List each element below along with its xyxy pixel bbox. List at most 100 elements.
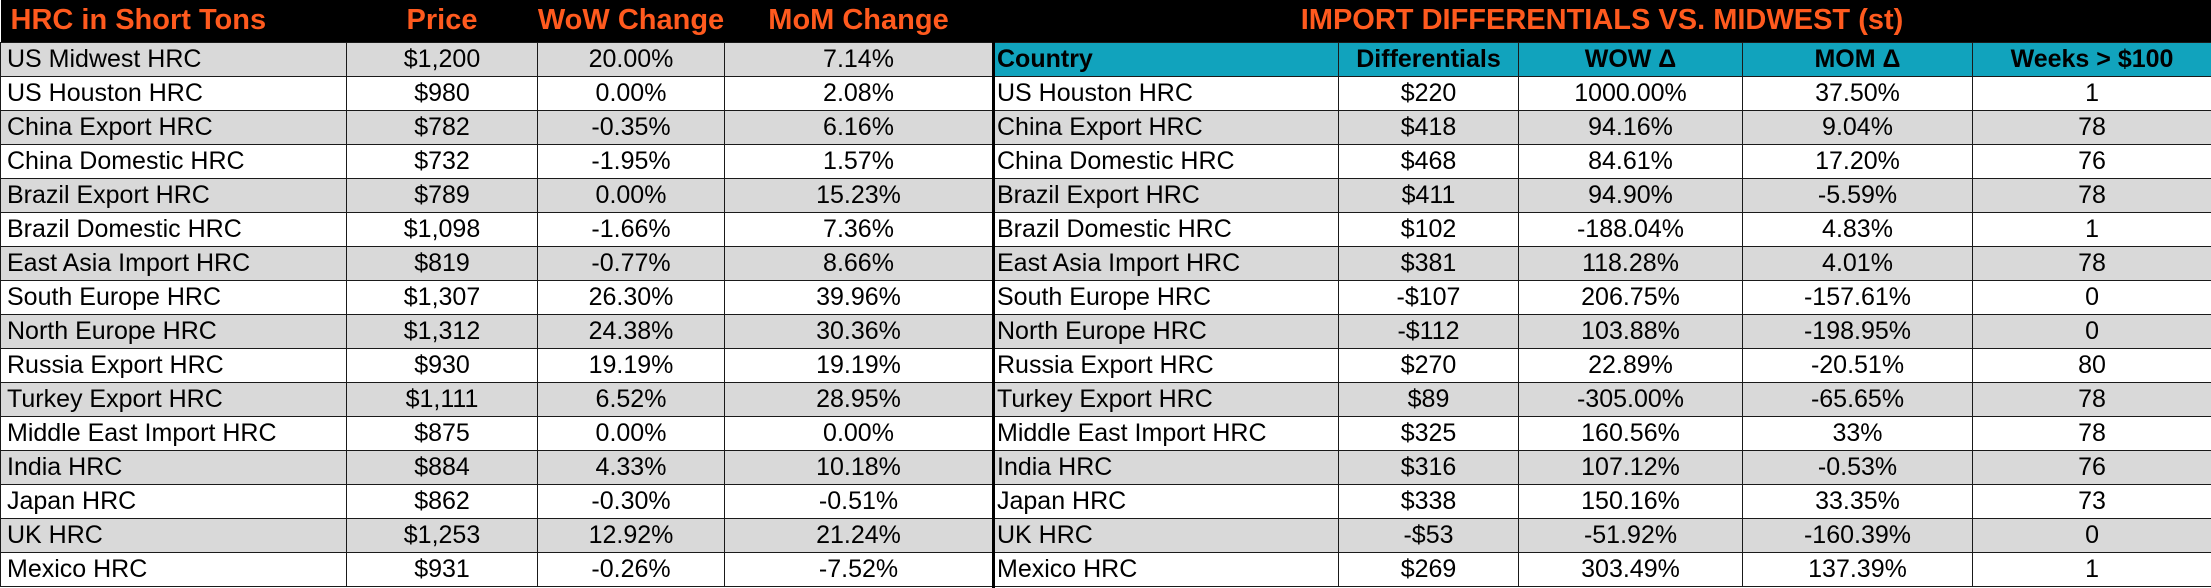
differential-cell: $468 <box>1338 143 1519 179</box>
wow-delta-cell: 22.89% <box>1518 347 1743 383</box>
price-cell: $782 <box>346 109 538 145</box>
table-row: East Asia Import HRC $381 118.28% 4.01% 78 <box>992 245 2211 281</box>
table-row: Brazil Domestic HRC $102 -188.04% 4.83% 1 <box>992 211 2211 247</box>
differentials-table-body: US Houston HRC $220 1000.00% 37.50% 1 China E… <box>992 75 2211 587</box>
mom-change-cell: 6.16% <box>724 109 993 145</box>
price-cell: $884 <box>346 449 538 485</box>
price-cell: $931 <box>346 551 538 587</box>
differentials-title-row: IMPORT DIFFERENTIALS VS. MIDWEST (st) <box>992 0 2211 42</box>
mom-delta-cell: 4.83% <box>1742 211 1973 247</box>
table-row: Brazil Export HRC $411 94.90% -5.59% 78 <box>992 177 2211 213</box>
wow-change-cell: 26.30% <box>537 279 725 315</box>
price-cell: $1,200 <box>346 41 538 77</box>
weeks-over-100-cell: 0 <box>1971 313 2211 349</box>
weeks-over-100-cell: 78 <box>1971 109 2211 145</box>
country-cell: India HRC <box>992 449 1339 485</box>
differential-cell: $325 <box>1338 415 1519 451</box>
mom-change-cell: -7.52% <box>724 551 993 587</box>
wow-delta-cell: 303.49% <box>1518 551 1743 587</box>
table-row: US Houston HRC $220 1000.00% 37.50% 1 <box>992 75 2211 111</box>
hrc-table-body: US Midwest HRC $1,200 20.00% 7.14% US Housto… <box>0 41 993 587</box>
price-cell: $732 <box>346 143 538 179</box>
differential-cell: $89 <box>1338 381 1519 417</box>
differentials-header-row: Country Differentials WOW Δ MOM Δ Weeks … <box>992 41 2211 77</box>
column-header-wow-delta: WOW Δ <box>1518 41 1743 77</box>
wow-delta-cell: 150.16% <box>1518 483 1743 519</box>
price-cell: $789 <box>346 177 538 213</box>
wow-delta-cell: -51.92% <box>1518 517 1743 553</box>
table-row: Russia Export HRC $270 22.89% -20.51% 80 <box>992 347 2211 383</box>
wow-change-cell: 24.38% <box>537 313 725 349</box>
mom-delta-cell: -198.95% <box>1742 313 1973 349</box>
price-cell: $980 <box>346 75 538 111</box>
wow-delta-cell: 84.61% <box>1518 143 1743 179</box>
table-row: North Europe HRC -$112 103.88% -198.95% 0 <box>992 313 2211 349</box>
wow-change-cell: -0.77% <box>537 245 725 281</box>
product-name-cell: India HRC <box>0 449 347 485</box>
product-name-cell: Turkey Export HRC <box>0 381 347 417</box>
weeks-over-100-cell: 73 <box>1971 483 2211 519</box>
differential-cell: $269 <box>1338 551 1519 587</box>
wow-delta-cell: 103.88% <box>1518 313 1743 349</box>
country-cell: Middle East Import HRC <box>992 415 1339 451</box>
mom-delta-cell: -65.65% <box>1742 381 1973 417</box>
country-cell: Brazil Export HRC <box>992 177 1339 213</box>
product-name-cell: North Europe HRC <box>0 313 347 349</box>
mom-delta-cell: 33.35% <box>1742 483 1973 519</box>
wow-delta-cell: 206.75% <box>1518 279 1743 315</box>
mom-change-cell: 39.96% <box>724 279 993 315</box>
table-row: China Export HRC $782 -0.35% 6.16% <box>0 109 993 145</box>
product-name-cell: Japan HRC <box>0 483 347 519</box>
table-row: UK HRC $1,253 12.92% 21.24% <box>0 517 993 553</box>
wow-delta-cell: 94.90% <box>1518 177 1743 213</box>
price-cell: $875 <box>346 415 538 451</box>
wow-change-cell: 20.00% <box>537 41 725 77</box>
product-name-cell: Russia Export HRC <box>0 347 347 383</box>
country-cell: Brazil Domestic HRC <box>992 211 1339 247</box>
table-row: Mexico HRC $269 303.49% 137.39% 1 <box>992 551 2211 587</box>
table-row: Mexico HRC $931 -0.26% -7.52% <box>0 551 993 587</box>
mom-change-cell: 0.00% <box>724 415 993 451</box>
mom-delta-cell: 137.39% <box>1742 551 1973 587</box>
differential-cell: -$112 <box>1338 313 1519 349</box>
weeks-over-100-cell: 0 <box>1971 517 2211 553</box>
mom-change-cell: 2.08% <box>724 75 993 111</box>
import-differentials-table: IMPORT DIFFERENTIALS VS. MIDWEST (st) Co… <box>992 0 2211 587</box>
weeks-over-100-cell: 80 <box>1971 347 2211 383</box>
table-row: Middle East Import HRC $875 0.00% 0.00% <box>0 415 993 451</box>
product-name-cell: US Houston HRC <box>0 75 347 111</box>
section-divider <box>992 42 995 588</box>
product-name-cell: South Europe HRC <box>0 279 347 315</box>
table-row: Middle East Import HRC $325 160.56% 33% 78 <box>992 415 2211 451</box>
wow-change-cell: -0.30% <box>537 483 725 519</box>
product-name-cell: China Export HRC <box>0 109 347 145</box>
differential-cell: $220 <box>1338 75 1519 111</box>
differential-cell: -$107 <box>1338 279 1519 315</box>
mom-delta-cell: -0.53% <box>1742 449 1973 485</box>
hrc-price-table: HRC in Short Tons Price WoW Change MoM C… <box>0 0 993 587</box>
country-cell: Mexico HRC <box>992 551 1339 587</box>
differential-cell: -$53 <box>1338 517 1519 553</box>
mom-delta-cell: 37.50% <box>1742 75 1973 111</box>
differential-cell: $381 <box>1338 245 1519 281</box>
table-row: China Export HRC $418 94.16% 9.04% 78 <box>992 109 2211 145</box>
table-row: Japan HRC $338 150.16% 33.35% 73 <box>992 483 2211 519</box>
wow-delta-cell: 118.28% <box>1518 245 1743 281</box>
wow-delta-cell: 1000.00% <box>1518 75 1743 111</box>
mom-change-cell: 21.24% <box>724 517 993 553</box>
column-header-hrc: HRC in Short Tons <box>0 0 347 42</box>
wow-change-cell: -0.35% <box>537 109 725 145</box>
product-name-cell: Mexico HRC <box>0 551 347 587</box>
table-row: China Domestic HRC $468 84.61% 17.20% 76 <box>992 143 2211 179</box>
hrc-header-row: HRC in Short Tons Price WoW Change MoM C… <box>0 0 993 42</box>
country-cell: US Houston HRC <box>992 75 1339 111</box>
country-cell: China Export HRC <box>992 109 1339 145</box>
differential-cell: $411 <box>1338 177 1519 213</box>
wow-change-cell: 0.00% <box>537 177 725 213</box>
mom-delta-cell: -5.59% <box>1742 177 1973 213</box>
mom-delta-cell: 33% <box>1742 415 1973 451</box>
weeks-over-100-cell: 76 <box>1971 143 2211 179</box>
product-name-cell: East Asia Import HRC <box>0 245 347 281</box>
wow-delta-cell: -305.00% <box>1518 381 1743 417</box>
